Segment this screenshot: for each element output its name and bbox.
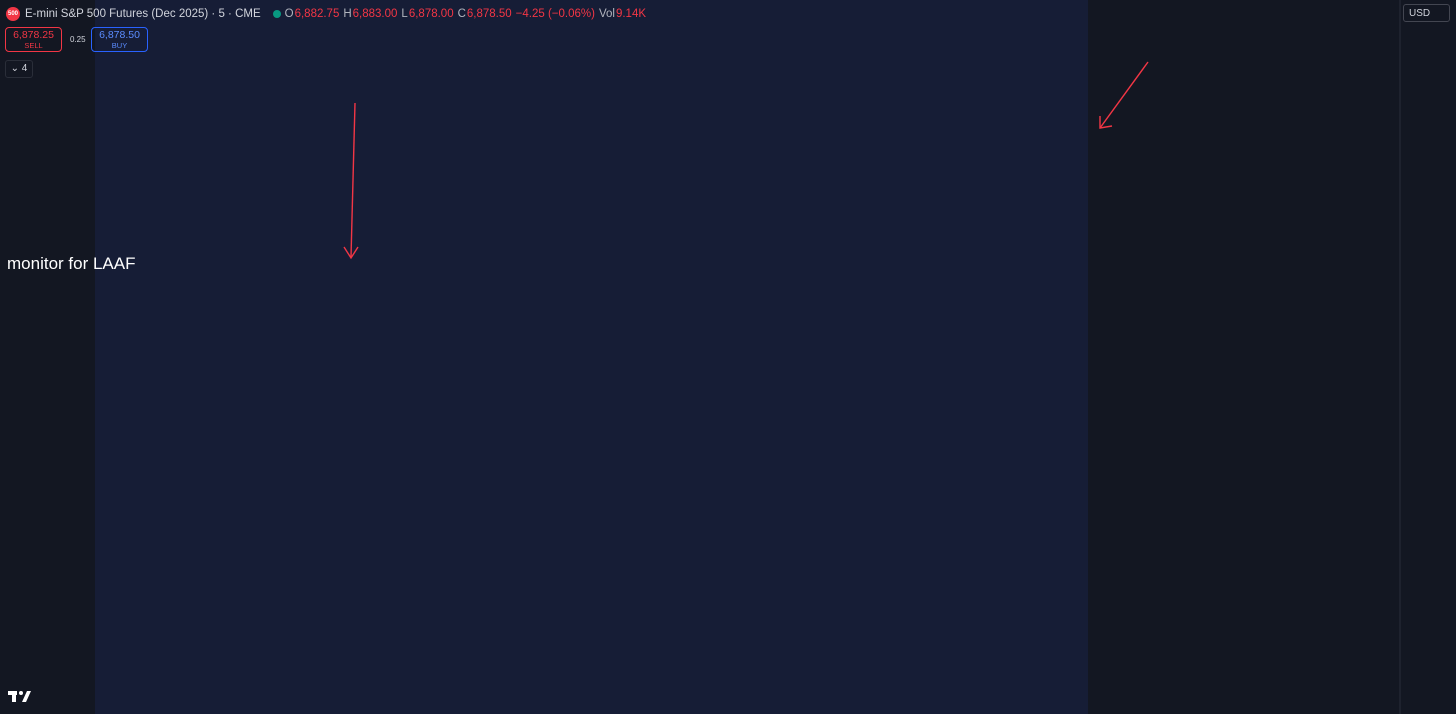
- buy-label: BUY: [111, 41, 128, 50]
- annotation: monitor for LAAF: [7, 254, 136, 273]
- ohlc-value: 6,878.50: [466, 8, 512, 20]
- tv-logo: [8, 691, 31, 702]
- session-bg: [95, 0, 1088, 714]
- change: −4.25 (−0.06%): [515, 8, 595, 20]
- symbol-logo: 500: [6, 7, 20, 21]
- symbol-header: 500 E-mini S&P 500 Futures (Dec 2025) · …: [6, 6, 650, 22]
- indicators-toggle[interactable]: ⌄ 4: [5, 60, 33, 78]
- ohlc-key: O: [284, 8, 294, 20]
- ohlc-key: C: [457, 8, 466, 20]
- spread: 0.25: [70, 35, 86, 44]
- arrow: [350, 102, 356, 258]
- arrow: [1099, 61, 1149, 129]
- ohlc-key: L: [401, 8, 408, 20]
- market-status: [272, 10, 281, 18]
- buy-button[interactable]: 6,878.50 BUY: [91, 27, 148, 52]
- ohlc-value: 6,878.00: [408, 8, 454, 20]
- ohlc-key: H: [343, 8, 352, 20]
- buy-price: 6,878.50: [99, 29, 140, 41]
- indicators-count: 4: [21, 63, 28, 74]
- sell-label: SELL: [24, 41, 43, 50]
- symbol-title[interactable]: E-mini S&P 500 Futures (Dec 2025) · 5 · …: [25, 8, 261, 20]
- price-axis: [1400, 0, 1456, 714]
- sell-button[interactable]: 6,878.25 SELL: [5, 27, 62, 52]
- arrow-head: [1099, 116, 1113, 129]
- ohlc-value: 6,882.75: [294, 8, 340, 20]
- volume-value: 9.14K: [615, 8, 647, 20]
- arrows: [343, 61, 1149, 260]
- arrow-head: [343, 246, 359, 260]
- currency-select[interactable]: USD: [1403, 4, 1450, 22]
- currency: USD: [1409, 8, 1431, 19]
- ohlc-value: 6,883.00: [352, 8, 398, 20]
- sell-price: 6,878.25: [13, 29, 54, 41]
- volume-key: Vol: [598, 8, 615, 20]
